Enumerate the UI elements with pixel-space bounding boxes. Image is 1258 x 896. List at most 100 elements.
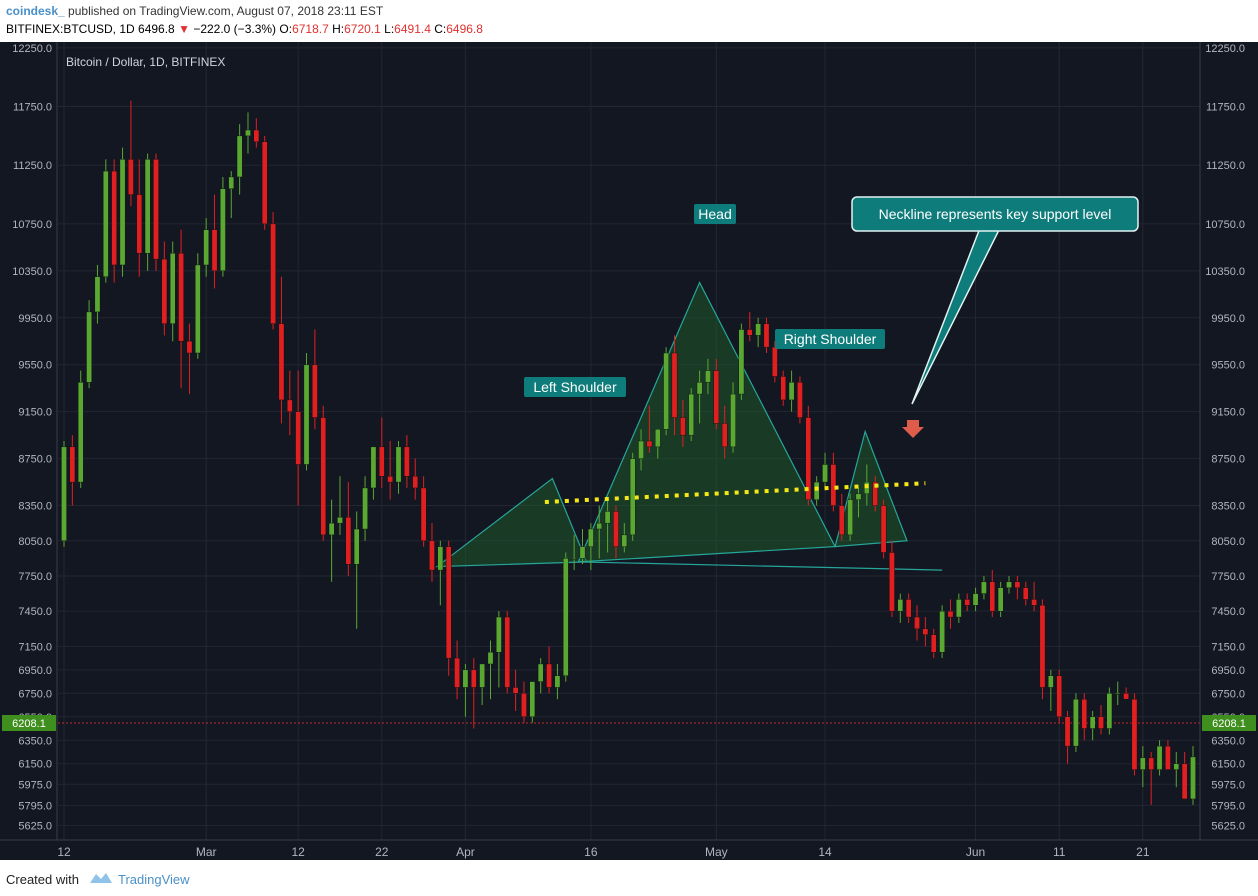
y-tick-label-left: 11250.0: [13, 160, 52, 172]
candle-body: [353, 528, 360, 565]
candle-body: [755, 323, 761, 336]
x-tick-label: 12: [291, 845, 305, 859]
y-tick-label-right: 5975.0: [1211, 779, 1245, 791]
candle: [253, 118, 260, 148]
candle: [387, 441, 393, 500]
candle: [797, 376, 803, 424]
candle-body: [1048, 675, 1054, 688]
candle-body: [688, 393, 695, 436]
candle: [412, 458, 419, 500]
candle-body: [412, 476, 419, 489]
candle: [588, 523, 594, 571]
neckline-callout: Neckline represents key support level: [851, 196, 1139, 405]
y-tick-label-left: 11750.0: [13, 102, 52, 114]
candle: [905, 593, 912, 623]
candle: [730, 382, 736, 453]
candle: [94, 264, 101, 324]
candle: [880, 499, 887, 559]
candle-body: [445, 546, 452, 659]
candle: [496, 611, 502, 688]
y-tick-label-left: 8350.0: [18, 501, 52, 513]
candle-body: [504, 616, 511, 688]
candle: [981, 575, 987, 600]
candle: [437, 540, 444, 606]
candle: [77, 370, 84, 488]
candle: [772, 341, 778, 383]
down-arrow-icon: [902, 420, 924, 438]
candle-body: [813, 481, 820, 500]
y-tick-label-right: 5795.0: [1211, 800, 1245, 812]
time-axis[interactable]: 12 Mar 12 22 Apr 16 May 14 Jun 11 21: [0, 839, 1258, 859]
candle-body: [387, 476, 393, 483]
y-tick-label-left: 10750.0: [12, 219, 52, 231]
candle-body: [1031, 599, 1037, 606]
candle: [195, 253, 201, 359]
candle-body: [312, 364, 318, 418]
candle: [236, 124, 243, 195]
pattern-triangle: [577, 281, 837, 563]
candle-body: [1148, 757, 1154, 770]
candle: [872, 476, 878, 512]
candle: [914, 605, 920, 641]
candle: [111, 159, 117, 283]
candle-body: [855, 493, 862, 500]
candle-body: [638, 440, 644, 459]
y-tick-label-left: 6950.0: [18, 665, 52, 677]
candle-body: [956, 599, 962, 618]
candle-body: [1022, 587, 1029, 600]
candle: [512, 669, 519, 711]
candle: [429, 523, 435, 582]
candle-body: [437, 546, 444, 571]
candle-body: [111, 170, 117, 266]
candle: [1031, 581, 1037, 612]
candle: [956, 593, 962, 623]
publisher-name[interactable]: coindesk_: [6, 4, 65, 18]
y-tick-label-right: 6150.0: [1211, 759, 1245, 771]
candle: [1181, 751, 1188, 800]
candle: [696, 370, 703, 424]
candle-body: [487, 652, 494, 665]
candle-body: [379, 446, 385, 477]
y-tick-label-right: 7750.0: [1211, 571, 1245, 583]
y-tick-label-right: 6950.0: [1211, 665, 1245, 677]
candle: [379, 417, 385, 488]
candle-body: [420, 487, 427, 541]
candle: [1022, 581, 1029, 606]
candle: [813, 476, 820, 506]
candle-body: [287, 399, 293, 412]
y-tick-label-left: 8050.0: [18, 536, 52, 548]
candle: [939, 605, 945, 659]
y-tick-label-right: 10750.0: [1205, 219, 1245, 231]
candle-body: [295, 411, 301, 465]
y-tick-label-right: 11250.0: [1206, 160, 1245, 172]
candle: [889, 540, 895, 618]
candle: [546, 646, 552, 694]
candle: [270, 212, 276, 330]
candle-body: [136, 194, 143, 254]
candle-body: [997, 587, 1004, 612]
candle: [1140, 746, 1146, 788]
y-tick-label-right: 8050.0: [1211, 536, 1245, 548]
candle-body: [479, 663, 485, 688]
candle-body: [94, 276, 101, 313]
candle-body: [989, 581, 996, 612]
candle-body: [103, 170, 109, 277]
candle: [404, 435, 410, 488]
last-price: 6496.8: [138, 22, 175, 36]
neckline: [544, 481, 926, 505]
candle: [1173, 751, 1180, 788]
price-chart[interactable]: 5625.0 5625.0 5795.0 5795.0 5975.0 5975.0 6150…: [0, 42, 1258, 860]
candle-body: [186, 341, 193, 354]
y-tick-label-left: 7150.0: [18, 641, 52, 653]
candle: [1131, 693, 1138, 776]
candle-body: [972, 593, 979, 606]
candle-body: [780, 376, 787, 401]
candle-body: [705, 370, 711, 383]
candle-body: [889, 552, 895, 612]
chart-title: Bitcoin / Dollar, 1D, BITFINEX: [66, 55, 225, 69]
candle: [1064, 710, 1071, 764]
high-label: H:: [332, 22, 345, 36]
candle: [972, 587, 979, 612]
tradingview-link[interactable]: TradingView: [118, 872, 190, 887]
candle-body: [730, 393, 736, 448]
